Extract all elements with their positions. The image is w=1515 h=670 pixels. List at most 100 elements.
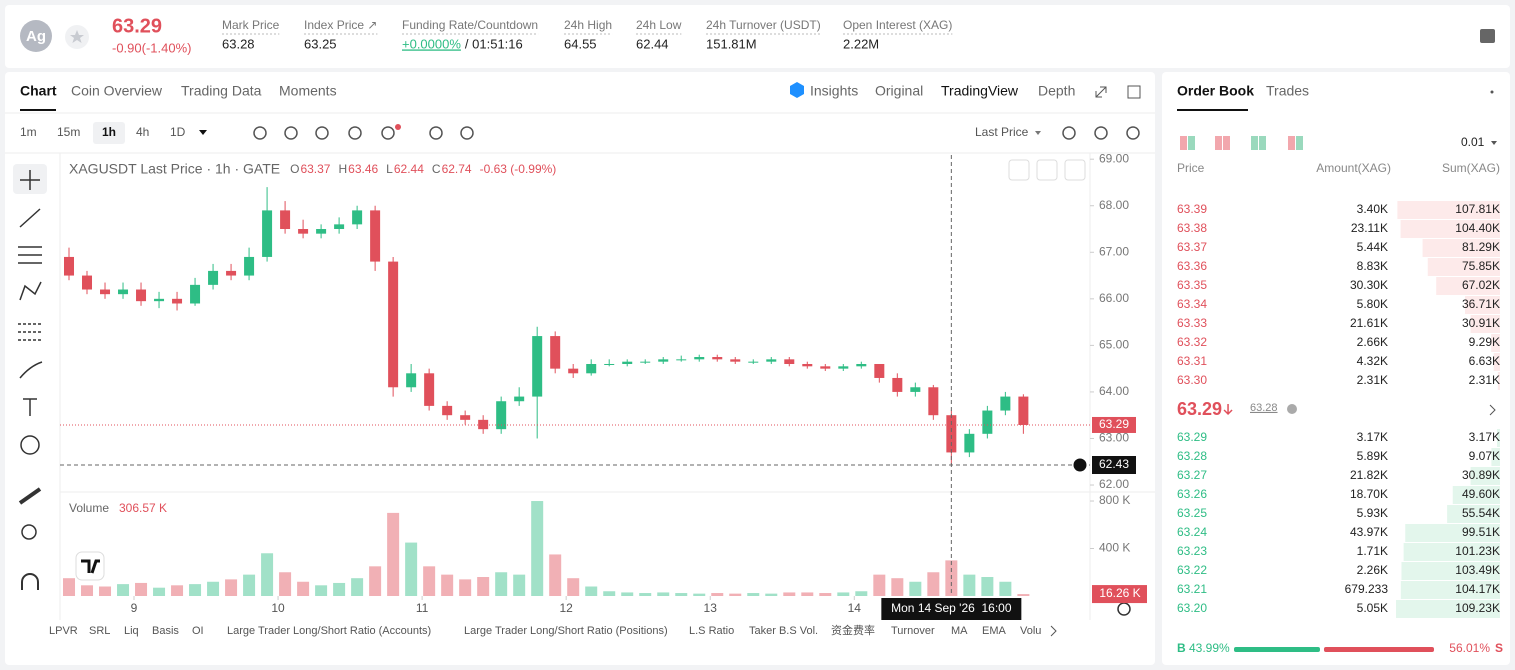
candle-body [496,401,507,430]
indicator[interactable]: Basis [152,625,179,637]
precision[interactable]: 0.01 [1461,135,1485,149]
view-mode[interactable] [1296,136,1303,150]
book-price[interactable]: 63.30 [1177,373,1207,387]
toolbar-icon[interactable] [253,126,267,140]
book-price[interactable]: 63.39 [1177,202,1207,216]
indicator[interactable]: 资金费率 [831,623,875,637]
menu-dots[interactable] [1490,90,1494,94]
book-amount: 4.32K [1357,354,1388,368]
book-price[interactable]: 63.37 [1177,240,1207,254]
view-mode[interactable] [1188,136,1195,150]
toolbar-icon[interactable] [460,126,474,140]
tab[interactable]: Order Book [1177,83,1254,99]
indicator[interactable]: Volu [1020,625,1041,637]
volume-bar [693,593,706,596]
toolbar-icon[interactable] [284,126,298,140]
indicator[interactable]: MA [951,625,968,637]
book-price[interactable]: 63.25 [1177,506,1207,520]
indicator[interactable]: OI [192,625,204,637]
candle-body [154,298,165,302]
toolbar-icon[interactable] [381,126,395,140]
view-mode[interactable] [1288,136,1295,150]
book-price[interactable]: 63.21 [1177,582,1207,596]
indicator[interactable]: EMA [982,625,1007,637]
view-mode[interactable] [1215,136,1222,150]
view-tab[interactable]: TradingView [941,83,1019,99]
layout-icon[interactable] [1127,85,1141,99]
indicator[interactable]: Liq [124,625,139,637]
tab[interactable]: Coin Overview [71,83,163,99]
tab[interactable]: Chart [20,83,57,99]
candle-body [766,359,777,362]
candle-body [334,224,345,230]
toolbar-icon[interactable] [429,126,443,140]
book-price[interactable]: 63.23 [1177,544,1207,558]
book-amount: 23.11K [1351,221,1388,235]
view-tab[interactable]: Original [875,83,923,99]
tab[interactable]: Trades [1266,83,1309,99]
volume-bar [333,582,346,596]
toolbar-icon[interactable] [348,126,362,140]
book-price[interactable]: 63.28 [1177,449,1207,463]
tab[interactable]: Trading Data [181,83,262,99]
toolbar-icon[interactable] [315,126,329,140]
add-alert[interactable] [1072,457,1088,473]
indicator[interactable]: Taker B.S Vol. [749,625,818,637]
price-source[interactable]: Last Price [975,125,1029,139]
view-tab[interactable]: Insights [810,83,858,99]
book-price[interactable]: 63.26 [1177,487,1207,501]
indicator[interactable]: Large Trader Long/Short Ratio (Positions… [464,625,668,637]
fullscreen-icon[interactable] [1095,86,1107,98]
book-price[interactable]: 63.22 [1177,563,1207,577]
indicator[interactable]: Turnover [891,625,935,637]
book-price[interactable]: 63.32 [1177,335,1207,349]
toolbar-icon[interactable] [1094,126,1108,140]
interval[interactable]: 15m [57,125,80,139]
indicator[interactable]: LPVR [49,625,78,637]
view-mode[interactable] [1223,136,1230,150]
indicator[interactable]: SRL [89,625,110,637]
indicator[interactable]: Large Trader Long/Short Ratio (Accounts) [227,625,431,637]
dropdown[interactable] [1035,131,1041,135]
view-mode[interactable] [1180,136,1187,150]
book-price[interactable]: 63.35 [1177,278,1207,292]
book-price[interactable]: 63.24 [1177,525,1207,539]
book-price[interactable]: 63.38 [1177,221,1207,235]
chart-button[interactable] [1036,159,1058,181]
interval[interactable]: 1h [102,125,116,139]
interval[interactable]: 1D [170,125,186,139]
chart-button[interactable] [1008,159,1030,181]
y-tick-label: 66.00 [1099,291,1129,305]
view-mode[interactable] [1251,136,1258,150]
view-tab[interactable]: Depth [1038,83,1075,99]
depth-bar [1397,201,1500,219]
indicator[interactable]: L.S Ratio [689,625,734,637]
header-icon[interactable] [1480,29,1495,43]
book-price[interactable]: 63.34 [1177,297,1207,311]
interval[interactable]: 4h [136,125,149,139]
chart-button[interactable] [1064,159,1086,181]
expand-arrow[interactable] [1489,404,1496,416]
volume-bar [963,574,976,596]
candle-body [1000,396,1011,411]
interval-active [93,122,125,144]
book-price[interactable]: 63.20 [1177,601,1207,615]
interval[interactable]: 1m [20,125,37,139]
toolbar-icon[interactable] [1126,126,1140,140]
book-price[interactable]: 63.27 [1177,468,1207,482]
book-amount: 5.05K [1357,601,1388,615]
dropdown[interactable] [199,130,207,135]
book-price[interactable]: 63.29 [1177,430,1207,444]
candle-body [280,210,291,230]
volume-bar [369,566,382,596]
book-price[interactable]: 63.33 [1177,316,1207,330]
dropdown[interactable] [1491,141,1497,145]
book-price[interactable]: 63.31 [1177,354,1207,368]
scroll-arrow[interactable] [1050,625,1057,637]
volume-marker-label: 16.26 K [1099,586,1140,600]
book-price[interactable]: 63.36 [1177,259,1207,273]
tab[interactable]: Moments [279,83,337,99]
toolbar-icon[interactable] [1062,126,1076,140]
stat-value: 151.81M [706,36,757,51]
view-mode[interactable] [1259,136,1266,150]
